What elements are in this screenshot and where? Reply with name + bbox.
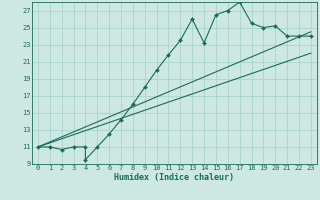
X-axis label: Humidex (Indice chaleur): Humidex (Indice chaleur) <box>115 173 234 182</box>
